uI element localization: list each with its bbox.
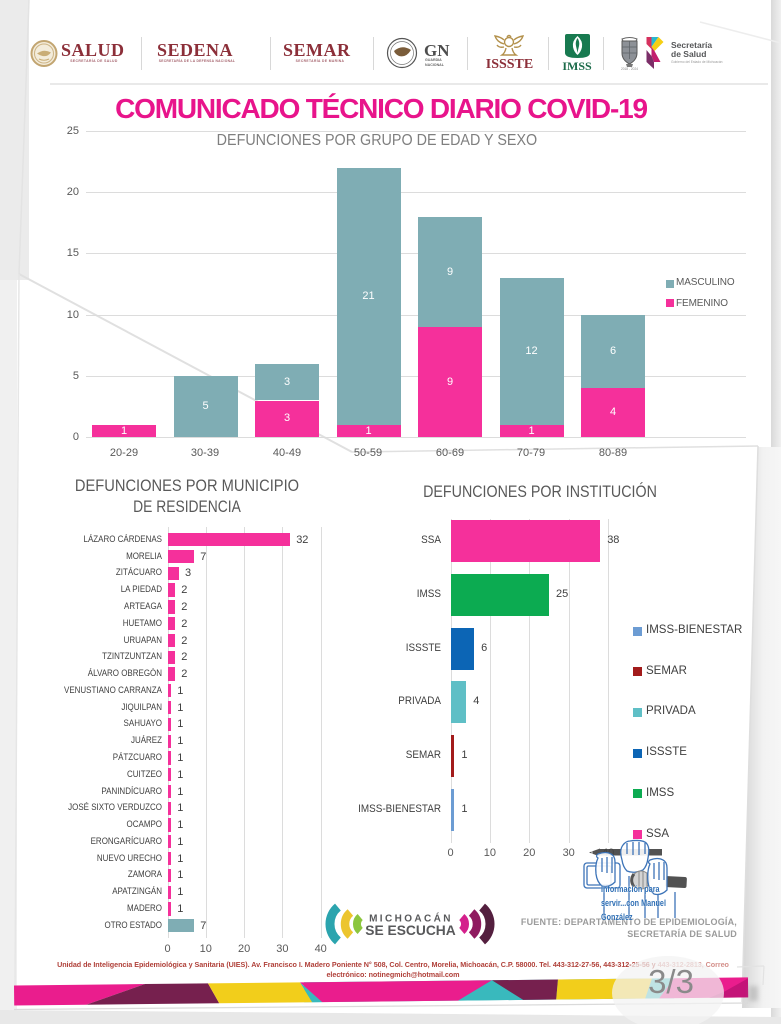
svg-text:SE ESCUCHA: SE ESCUCHA — [365, 923, 455, 938]
svg-text:MICHOACÁN: MICHOACÁN — [369, 912, 453, 925]
svg-text:2018 - 2024: 2018 - 2024 — [621, 67, 638, 71]
